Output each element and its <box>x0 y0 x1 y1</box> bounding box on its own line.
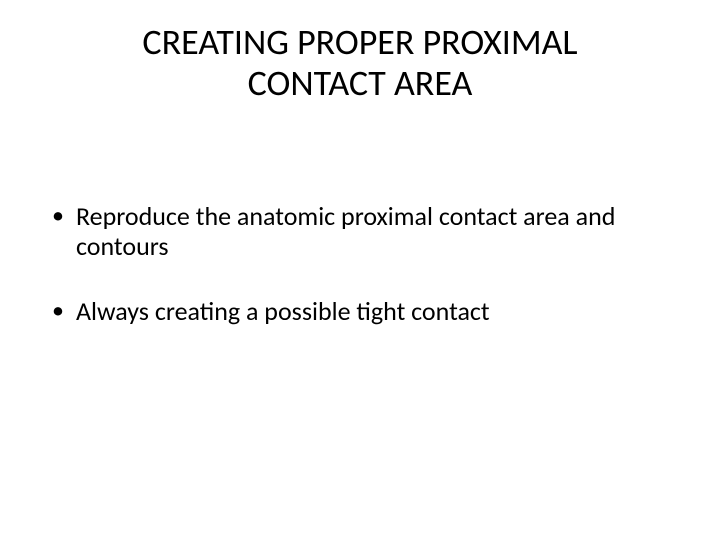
bullet-text: Reproduce the anatomic proximal contact … <box>76 200 615 263</box>
slide: CREATING PROPER PROXIMAL CONTACT AREA Re… <box>0 0 720 540</box>
bullet-list: Reproduce the anatomic proximal contact … <box>48 201 672 327</box>
slide-title: CREATING PROPER PROXIMAL CONTACT AREA <box>88 22 632 105</box>
bullet-text: Always creating a possible tight contact <box>76 295 490 327</box>
title-line-2: CONTACT AREA <box>248 61 473 105</box>
list-item: Reproduce the anatomic proximal contact … <box>48 201 672 262</box>
title-line-1: CREATING PROPER PROXIMAL <box>142 20 577 64</box>
slide-body: Reproduce the anatomic proximal contact … <box>48 201 672 327</box>
list-item: Always creating a possible tight contact <box>48 296 672 327</box>
